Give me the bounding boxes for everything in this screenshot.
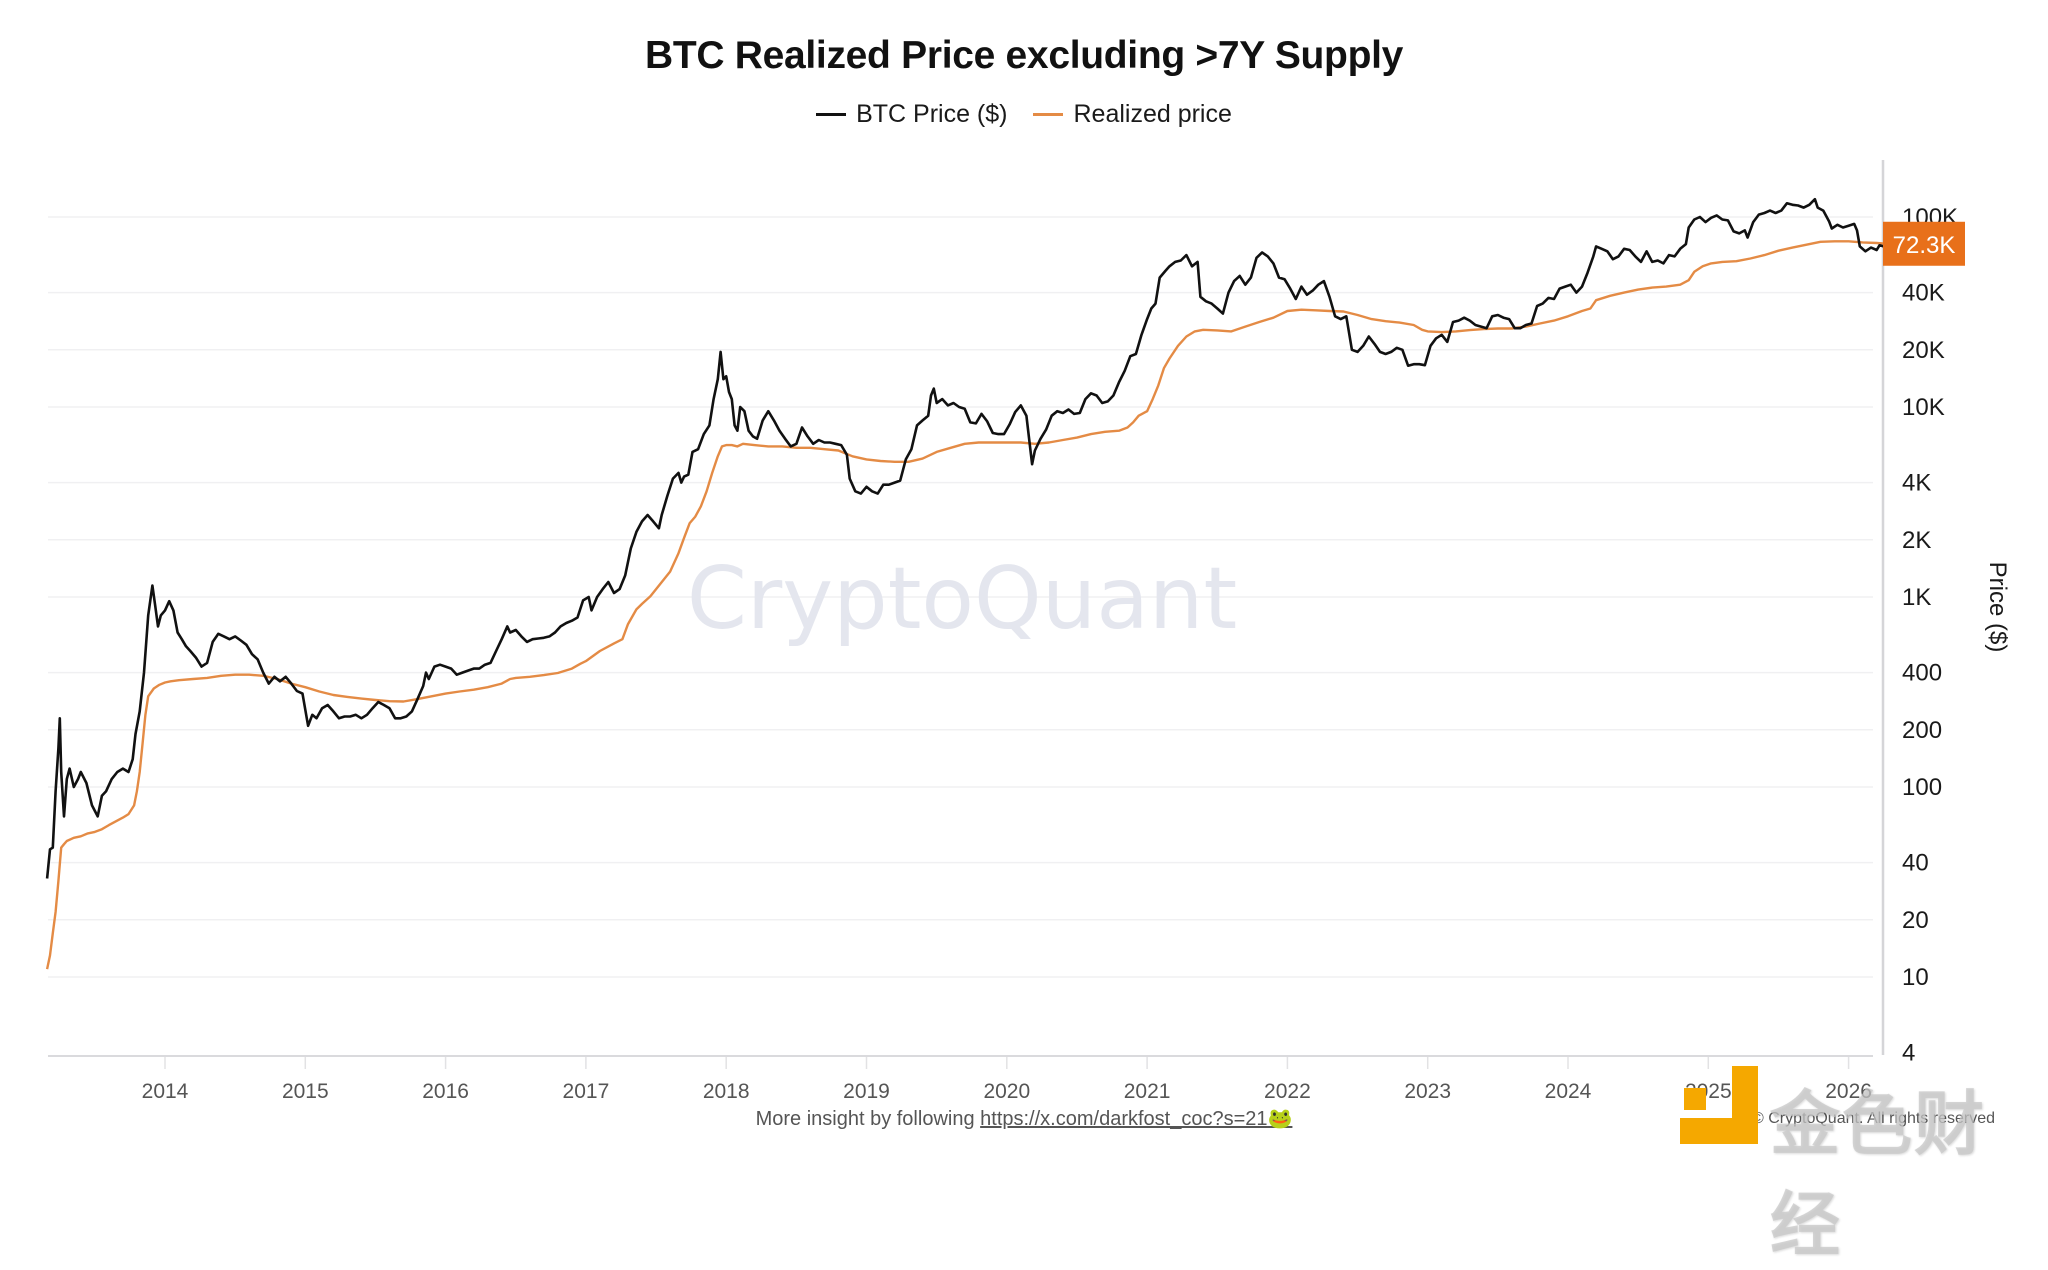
footer-link-text: https://x.com/darkfost_coc?s=21 [980,1108,1268,1130]
y-tick-label: 40 [1902,850,1929,877]
y-tick-label: 10 [1902,964,1929,991]
x-tick-label: 2015 [282,1080,329,1103]
frog-emoji-icon: 🐸 [1267,1108,1293,1130]
legend-item-realized-price[interactable]: Realized price [1033,100,1232,129]
legend-item-btc-price[interactable]: BTC Price ($) [816,100,1007,129]
footer-prefix: More insight by following [755,1108,981,1130]
x-tick-label: 2026 [1825,1080,1872,1103]
x-tick-label: 2024 [1545,1080,1592,1103]
y-tick-label: 2K [1902,527,1931,554]
y-tick-label: 4 [1902,1040,1915,1067]
y-tick-label: 100 [1902,774,1942,801]
x-axis: 2014 2015 2016 2017 2018 2019 2020 2021 2022 2023… [48,1055,1873,1103]
x-tick-label: 2017 [563,1080,610,1103]
legend: BTC Price ($) Realized price [0,100,2048,129]
legend-swatch-btc-price [816,113,847,116]
y-tick-label: 40K [1902,280,1945,307]
x-tick-label: 2014 [142,1080,189,1103]
x-tick-label: 2022 [1264,1080,1311,1103]
y-tick-label: 4K [1902,470,1931,497]
series-line-realized-price [45,240,1888,970]
footer: More insight by following https://x.com/… [0,1106,2048,1131]
watermark-cryptoquant: CryptoQuant [687,549,1237,649]
current-value-badge-text: 72.3K [1893,232,1956,259]
x-tick-label: 2019 [843,1080,890,1103]
x-tick-label: 2016 [422,1080,469,1103]
x-tick-label: 2018 [703,1080,750,1103]
current-value-badge-bg [1883,221,1965,266]
current-value-badge: 72.3K [1883,221,1965,266]
y-tick-label: 10K [1902,394,1945,421]
series-group [45,197,1889,970]
legend-label-realized-price: Realized price [1073,100,1232,128]
x-tick-label: 2023 [1404,1080,1451,1103]
y-tick-label: 1K [1902,584,1931,611]
gridlines [48,216,1873,978]
jinse-watermark-text: 金色财经 [1770,1083,1986,1266]
y-tick-label: 400 [1902,660,1942,687]
y-axis-title: Price ($) [1984,562,2011,653]
jinse-logo-icon [1680,1066,1758,1144]
series-line-btc-price [45,197,1889,879]
chart-canvas: CryptoQuant 2014 2015 2016 2017 2018 2019 2020… [45,160,2011,1103]
legend-swatch-realized-price [1033,113,1064,116]
y-tick-label: 20 [1902,907,1929,934]
copyright-text: © CryptoQuant. All rights reserved [1752,1110,1995,1127]
chart-title: BTC Realized Price excluding >7Y Supply [644,34,1404,77]
y-tick-label: 200 [1902,717,1942,744]
x-tick-label: 2020 [983,1080,1030,1103]
x-tick-label: 2021 [1124,1080,1171,1103]
legend-label-btc-price: BTC Price ($) [856,100,1008,128]
footer-link[interactable]: https://x.com/darkfost_coc?s=21🐸 [980,1108,1292,1130]
y-tick-label: 20K [1902,337,1945,364]
